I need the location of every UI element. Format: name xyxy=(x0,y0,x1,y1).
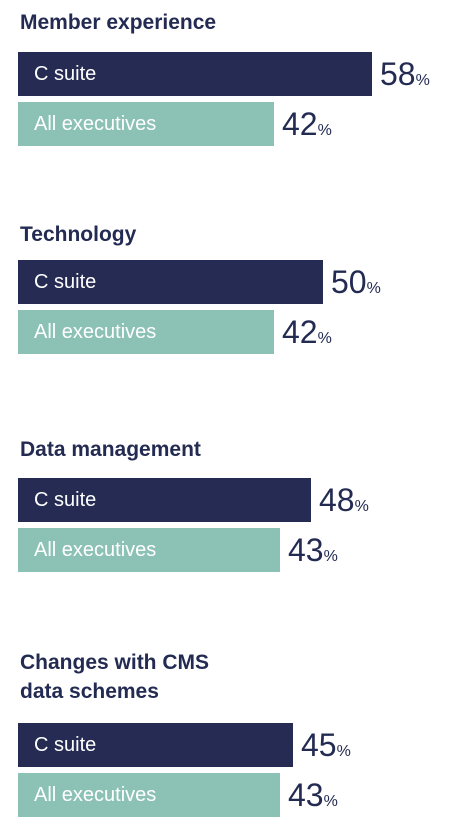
data-label-value: 50 xyxy=(331,264,367,300)
group-title: Data management xyxy=(20,438,201,461)
data-label-value: 42 xyxy=(282,314,318,350)
data-label-unit: % xyxy=(336,743,351,760)
bar-c-suite: C suite xyxy=(18,260,323,304)
data-label-value: 58 xyxy=(380,56,416,92)
bar-c-suite: C suite xyxy=(18,723,293,767)
data-label: 50% xyxy=(331,260,381,311)
data-label: 43% xyxy=(288,773,338,824)
data-label-unit: % xyxy=(415,72,430,89)
group-title: Technology xyxy=(20,223,137,246)
data-label-value: 43 xyxy=(288,777,324,813)
data-label-unit: % xyxy=(317,122,332,139)
data-label-unit: % xyxy=(317,330,332,347)
data-label-value: 48 xyxy=(319,482,355,518)
bar-all-executives: All executives xyxy=(18,102,274,146)
series-label: C suite xyxy=(34,734,97,756)
data-label: 45% xyxy=(301,723,351,774)
data-label: 43% xyxy=(288,528,338,579)
bar-c-suite: C suite xyxy=(18,478,311,522)
series-label: All executives xyxy=(34,784,157,806)
data-label-value: 42 xyxy=(282,106,318,142)
bar-all-executives: All executives xyxy=(18,528,280,572)
series-label: C suite xyxy=(34,63,97,85)
series-label: All executives xyxy=(34,113,157,135)
data-label-unit: % xyxy=(354,498,369,515)
data-label-unit: % xyxy=(323,548,338,565)
series-label: All executives xyxy=(34,539,157,561)
data-label: 58% xyxy=(380,52,430,103)
group-title: Changes with CMS data schemes xyxy=(20,651,210,703)
bar-c-suite: C suite xyxy=(18,52,372,96)
data-label: 42% xyxy=(282,310,332,361)
data-label-unit: % xyxy=(323,793,338,810)
data-label: 48% xyxy=(319,478,369,529)
bar-all-executives: All executives xyxy=(18,773,280,817)
series-label: C suite xyxy=(34,271,97,293)
data-label-value: 45 xyxy=(301,727,337,763)
bar-all-executives: All executives xyxy=(18,310,274,354)
data-label: 42% xyxy=(282,102,332,153)
group-title: Member experience xyxy=(20,11,217,34)
series-label: C suite xyxy=(34,489,97,511)
data-label-unit: % xyxy=(366,280,381,297)
data-label-value: 43 xyxy=(288,532,324,568)
series-label: All executives xyxy=(34,321,157,343)
